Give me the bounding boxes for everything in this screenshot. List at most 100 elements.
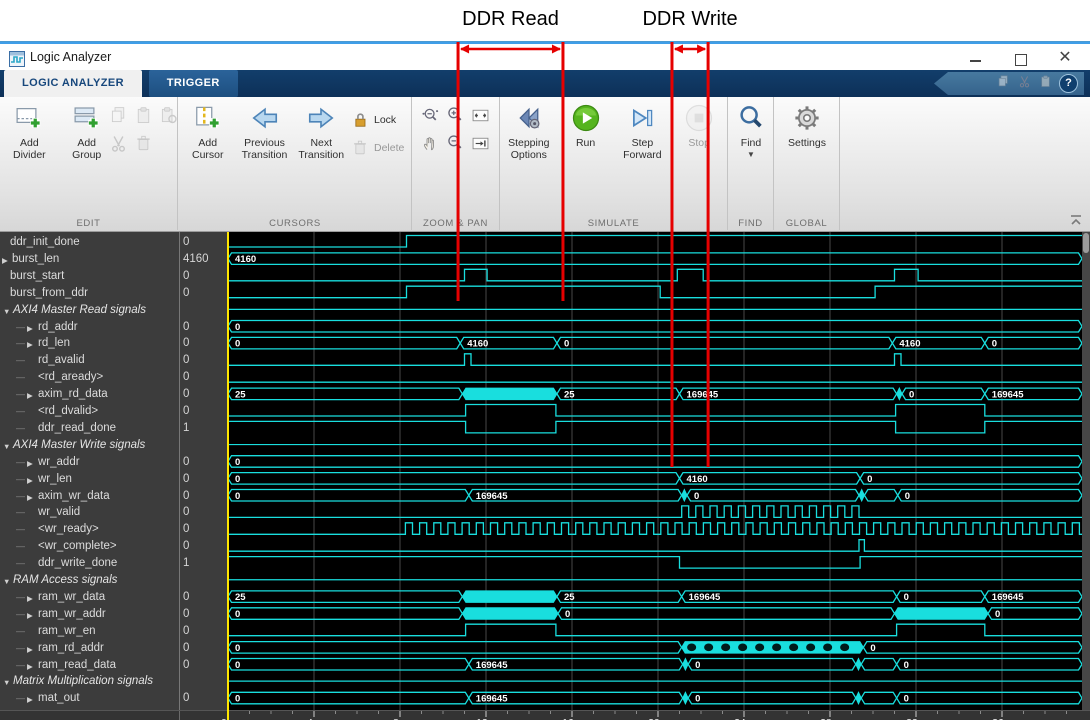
expand-arrow-icon[interactable]: ▶ (27, 695, 33, 705)
tab-trigger[interactable]: TRIGGER (148, 70, 238, 97)
group-label: AXI4 Master Read signals (13, 303, 146, 316)
expand-arrow-icon[interactable]: ▶ (27, 492, 33, 502)
step-forward-button[interactable]: Step Forward (614, 101, 670, 161)
find-button[interactable]: Find ▼ (728, 101, 774, 159)
signal-row-wr_complete[interactable]: — <wr_complete> 0 (0, 538, 228, 555)
signal-row-burst_len[interactable]: ▶ burst_len 4160 (0, 251, 228, 268)
expand-arrow-icon[interactable]: ▶ (27, 323, 33, 333)
signal-row-ram_read_data[interactable]: — ▶ ram_read_data 0 (0, 657, 228, 674)
signal-row-rd_dvalid[interactable]: — <rd_dvalid> 0 (0, 403, 228, 420)
tree-branch: — (16, 642, 25, 653)
signal-group-axi4-master-write-signals[interactable]: ▼ AXI4 Master Write signals (0, 437, 228, 454)
collapse-arrow-icon[interactable]: ▼ (3, 441, 11, 451)
signal-row-ddr_init_done[interactable]: ddr_init_done 0 (0, 234, 228, 251)
copy-button[interactable] (108, 105, 130, 127)
delete-button[interactable] (133, 133, 155, 155)
signal-row-wr_ready[interactable]: — <wr_ready> 0 (0, 521, 228, 538)
stop-button[interactable]: Stop (671, 101, 727, 149)
expand-arrow-icon[interactable]: ▶ (27, 593, 33, 603)
signal-row-ram_wr_addr[interactable]: — ▶ ram_wr_addr 0 (0, 606, 228, 623)
paste-button[interactable] (133, 105, 155, 127)
svg-text:0: 0 (235, 339, 240, 350)
minimize-button[interactable] (958, 46, 992, 70)
toolbar-group-simulate: Stepping Options Run Step Forward Stop SIMUL… (500, 97, 728, 230)
signal-row-ddr_write_done[interactable]: — ddr_write_done 1 (0, 555, 228, 572)
scrollbar-thumb[interactable] (1083, 233, 1089, 253)
paste-icon[interactable] (1038, 74, 1053, 94)
expand-arrow-icon[interactable]: ▶ (27, 610, 33, 620)
signal-name: ddr_read_done (38, 421, 117, 434)
signal-value: 0 (183, 455, 190, 468)
zoom-in-button[interactable] (445, 105, 467, 127)
vertical-scrollbar[interactable] (1082, 232, 1090, 710)
copy-icon[interactable] (996, 74, 1011, 94)
expand-arrow-icon[interactable]: ▶ (27, 458, 33, 468)
waveform-canvas[interactable]: 4160 0 0 4160 0 4160 0 25 25 169645 0 169645 0 0 4160 0… (227, 232, 1083, 710)
signal-group-axi4-master-read-signals[interactable]: ▼ AXI4 Master Read signals (0, 302, 228, 319)
paste-special-button[interactable] (158, 105, 180, 127)
signal-list-panel[interactable]: ddr_init_done 0 ▶ burst_len 4160 burst_start 0… (0, 232, 228, 710)
signal-row-mat_out[interactable]: — ▶ mat_out 0 (0, 690, 228, 707)
collapse-ribbon-button[interactable] (1068, 213, 1084, 227)
add-group-button[interactable]: Add Group (59, 101, 115, 161)
expand-arrow-icon[interactable]: ▶ (27, 475, 33, 485)
help-button[interactable]: ? (1059, 74, 1078, 93)
cut-icon (112, 136, 125, 152)
svg-text:0: 0 (870, 643, 875, 654)
signal-group-matrix-multiplication-signals[interactable]: ▼ Matrix Multiplication signals (0, 673, 228, 690)
svg-text:0: 0 (867, 474, 872, 485)
signal-row-burst_from_ddr[interactable]: burst_from_ddr 0 (0, 285, 228, 302)
next-transition-button[interactable]: Next Transition (293, 101, 349, 161)
expand-arrow-icon[interactable]: ▶ (27, 661, 33, 671)
signal-row-rd_aready[interactable]: — <rd_aready> 0 (0, 369, 228, 386)
run-button[interactable]: Run (558, 101, 614, 149)
maximize-button[interactable] (1004, 46, 1038, 70)
signal-row-axim_rd_data[interactable]: — ▶ axim_rd_data 0 (0, 386, 228, 403)
signal-row-ram_wr_en[interactable]: — ram_wr_en 0 (0, 623, 228, 640)
previous-transition-button[interactable]: Previous Transition (237, 101, 293, 161)
fit-to-view-button[interactable] (470, 105, 492, 127)
signal-row-burst_start[interactable]: burst_start 0 (0, 268, 228, 285)
settings-button[interactable]: Settings (779, 101, 835, 149)
pan-button[interactable] (420, 133, 442, 155)
signal-row-wr_len[interactable]: — ▶ wr_len 0 (0, 471, 228, 488)
add-divider-button[interactable]: Add Divider (1, 101, 57, 161)
signal-name: ddr_write_done (38, 557, 118, 570)
expand-arrow-icon[interactable]: ▶ (27, 340, 33, 350)
svg-text:0: 0 (904, 694, 909, 705)
title-bar[interactable]: Logic Analyzer ✕ (0, 42, 1090, 70)
expand-arrow-icon[interactable]: ▶ (2, 255, 8, 265)
signal-row-rd_len[interactable]: — ▶ rd_len 0 (0, 335, 228, 352)
collapse-arrow-icon[interactable]: ▼ (3, 306, 11, 316)
collapse-arrow-icon[interactable]: ▼ (3, 678, 11, 688)
expand-arrow-icon[interactable]: ▶ (27, 644, 33, 654)
signal-row-rd_addr[interactable]: — ▶ rd_addr 0 (0, 319, 228, 336)
group-label: RAM Access signals (13, 574, 118, 586)
zoom-to-cursor-button[interactable] (470, 133, 492, 155)
signal-row-wr_valid[interactable]: — wr_valid 0 (0, 504, 228, 521)
svg-text:0: 0 (235, 322, 240, 333)
collapse-arrow-icon[interactable]: ▼ (3, 577, 11, 586)
cut-button[interactable] (108, 133, 130, 155)
svg-text:0: 0 (909, 389, 914, 400)
signal-row-ram_rd_addr[interactable]: — ▶ ram_rd_addr 0 (0, 640, 228, 657)
signal-row-wr_addr[interactable]: — ▶ wr_addr 0 (0, 454, 228, 471)
cut-icon[interactable] (1017, 74, 1032, 94)
step-forward-icon (633, 108, 653, 128)
delete-cursor-button[interactable]: Delete (350, 135, 404, 161)
expand-arrow-icon[interactable]: ▶ (27, 391, 33, 401)
pan-icon (423, 137, 434, 151)
tab-logic-analyzer[interactable]: LOGIC ANALYZER (4, 70, 142, 97)
add-cursor-button[interactable]: Add Cursor (180, 101, 236, 161)
signal-group-ram-access-signals[interactable]: ▼ RAM Access signals (0, 572, 228, 589)
lock-button[interactable]: Lock (350, 107, 396, 133)
signal-row-rd_avalid[interactable]: — rd_avalid 0 (0, 352, 228, 369)
signal-row-axim_wr_data[interactable]: — ▶ axim_wr_data 0 (0, 488, 228, 505)
close-button[interactable]: ✕ (1048, 46, 1082, 70)
signal-row-ram_wr_data[interactable]: — ▶ ram_wr_data 0 (0, 589, 228, 606)
signal-row-ddr_read_done[interactable]: — ddr_read_done 1 (0, 420, 228, 437)
zoom-out-button[interactable] (445, 133, 467, 155)
stepping-options-button[interactable]: Stepping Options (501, 101, 557, 161)
time-cursor-line[interactable] (227, 232, 229, 720)
zoom-in-time-button[interactable] (420, 105, 442, 127)
